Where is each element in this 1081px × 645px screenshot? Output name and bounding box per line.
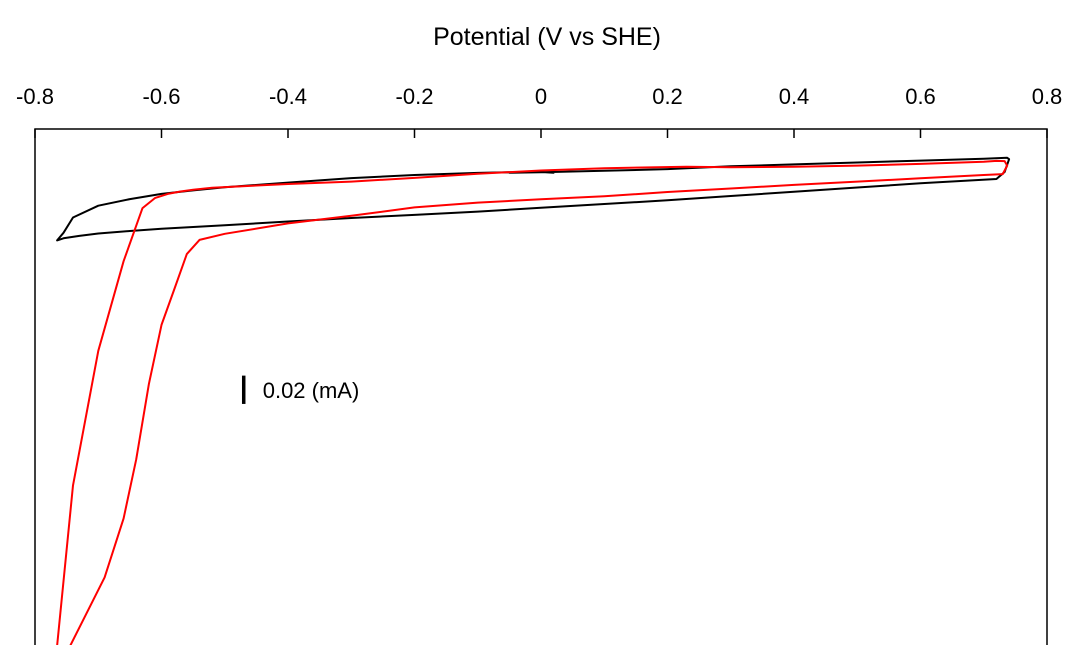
x-tick-label: 0.2 bbox=[652, 84, 683, 109]
x-ticks bbox=[34, 129, 1048, 138]
x-tick-label: -0.4 bbox=[269, 84, 307, 109]
plot-frame bbox=[34, 128, 1048, 645]
x-tick-labels: -0.8 -0.6 -0.4 -0.2 0 0.2 0.4 0.6 0.8 bbox=[16, 84, 1062, 109]
x-tick-label: 0.8 bbox=[1032, 84, 1063, 109]
x-tick-label: -0.8 bbox=[16, 84, 54, 109]
series-layer bbox=[56, 156, 1011, 645]
series-line-2 bbox=[56, 159, 1009, 645]
x-axis-title: Potential (V vs SHE) bbox=[433, 23, 661, 51]
x-tick-label: 0 bbox=[535, 84, 547, 109]
x-tick-label: 0.4 bbox=[779, 84, 810, 109]
scale-bar-label: 0.02 (mA) bbox=[263, 378, 360, 403]
x-tick-label: -0.6 bbox=[143, 84, 181, 109]
x-tick-label: -0.2 bbox=[396, 84, 434, 109]
x-tick-label: 0.6 bbox=[905, 84, 936, 109]
